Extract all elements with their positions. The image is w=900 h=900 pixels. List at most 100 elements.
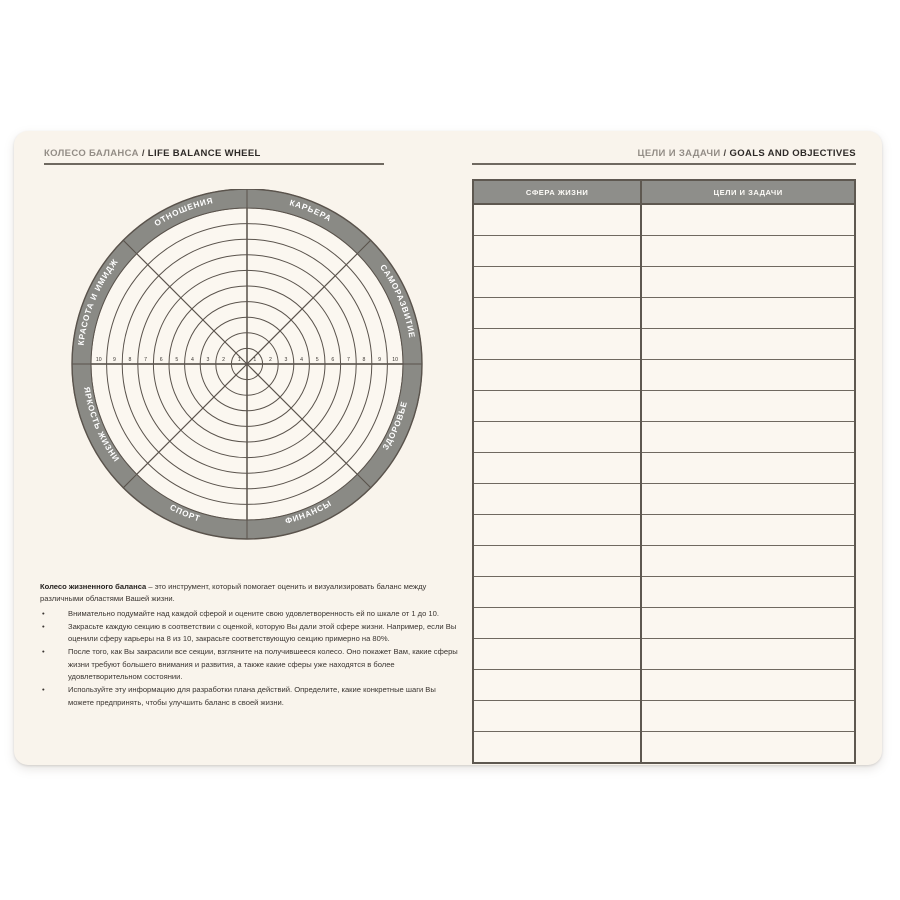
scale-label-left-8: 8 — [129, 357, 132, 363]
scale-label-right-5: 5 — [316, 357, 319, 363]
instruction-text: Внимательно подумайте над каждой сферой … — [68, 608, 439, 618]
table-row[interactable] — [473, 483, 855, 515]
instruction-text: Закрасьте каждую секцию в соответствии с… — [68, 621, 457, 644]
scale-label-right-1: 1 — [253, 357, 256, 363]
cell-life-area[interactable] — [473, 514, 643, 546]
cell-goals[interactable] — [641, 514, 855, 546]
cell-goals[interactable] — [641, 359, 855, 391]
cell-goals[interactable] — [641, 483, 855, 515]
cell-goals[interactable] — [641, 607, 855, 639]
table-row[interactable] — [473, 731, 855, 763]
right-header-ru: ЦЕЛИ И ЗАДАЧИ — [637, 148, 721, 159]
cell-goals[interactable] — [641, 421, 855, 453]
cell-life-area[interactable] — [473, 607, 643, 639]
cell-life-area[interactable] — [473, 669, 643, 701]
goals-table-body — [473, 204, 855, 763]
table-row[interactable] — [473, 328, 855, 360]
table-row[interactable] — [473, 514, 855, 546]
scale-label-left-5: 5 — [175, 357, 178, 363]
scale-label-right-7: 7 — [347, 357, 350, 363]
table-row[interactable] — [473, 390, 855, 422]
cell-goals[interactable] — [641, 669, 855, 701]
scale-label-right-3: 3 — [285, 357, 288, 363]
cell-life-area[interactable] — [473, 576, 643, 608]
table-row[interactable] — [473, 545, 855, 577]
instructions-intro-bold: Колесо жизненного баланса — [40, 582, 147, 591]
table-row[interactable] — [473, 359, 855, 391]
scale-label-left-3: 3 — [207, 357, 210, 363]
worksheet-page: КОЛЕСО БАЛАНСА / LIFE BALANCE WHEEL ЦЕЛИ… — [14, 131, 882, 765]
table-row[interactable] — [473, 607, 855, 639]
instruction-item: • Внимательно подумайте над каждой сферой… — [40, 608, 460, 620]
scale-label-right-2: 2 — [269, 357, 272, 363]
table-row[interactable] — [473, 235, 855, 267]
bullet-icon: • — [42, 621, 45, 631]
cell-goals[interactable] — [641, 204, 855, 236]
table-row[interactable] — [473, 452, 855, 484]
cell-life-area[interactable] — [473, 483, 643, 515]
cell-goals[interactable] — [641, 390, 855, 422]
scale-label-left-9: 9 — [113, 357, 116, 363]
cell-goals[interactable] — [641, 576, 855, 608]
instruction-text: Используйте эту информацию для разработк… — [68, 685, 436, 707]
cell-goals[interactable] — [641, 235, 855, 267]
cell-life-area[interactable] — [473, 235, 643, 267]
goals-table: СФЕРА ЖИЗНИ ЦЕЛИ И ЗАДАЧИ — [472, 179, 856, 764]
scale-label-left-2: 2 — [222, 357, 225, 363]
cell-goals[interactable] — [641, 452, 855, 484]
right-header-en: GOALS AND OBJECTIVES — [729, 148, 856, 159]
cell-goals[interactable] — [641, 545, 855, 577]
cell-life-area[interactable] — [473, 638, 643, 670]
column-header-goals: ЦЕЛИ И ЗАДАЧИ — [641, 180, 855, 205]
scale-label-right-8: 8 — [363, 357, 366, 363]
cell-life-area[interactable] — [473, 266, 643, 298]
cell-life-area[interactable] — [473, 204, 643, 236]
cell-life-area[interactable] — [473, 700, 643, 732]
wheel-svg[interactable]: КАРЬЕРАСАМОРАЗВИТИЕЗДОРОВЬЕФИНАНСЫСПОРТЯ… — [44, 189, 434, 549]
left-header-en: LIFE BALANCE WHEEL — [147, 148, 261, 159]
cell-goals[interactable] — [641, 638, 855, 670]
table-row[interactable] — [473, 638, 855, 670]
table-row[interactable] — [473, 669, 855, 701]
left-header-rule — [44, 163, 384, 165]
table-row[interactable] — [473, 576, 855, 608]
table-row[interactable] — [473, 700, 855, 732]
cell-life-area[interactable] — [473, 297, 643, 329]
table-row[interactable] — [473, 204, 855, 236]
table-row[interactable] — [473, 297, 855, 329]
goals-table-header-row: СФЕРА ЖИЗНИ ЦЕЛИ И ЗАДАЧИ — [473, 180, 855, 205]
scale-label-left-1: 1 — [238, 357, 241, 363]
table-row[interactable] — [473, 421, 855, 453]
left-header-ru: КОЛЕСО БАЛАНСА — [44, 148, 139, 159]
instruction-item: • Используйте эту информацию для разработ… — [40, 684, 460, 709]
cell-goals[interactable] — [641, 731, 855, 763]
cell-life-area[interactable] — [473, 390, 643, 422]
bullet-icon: • — [42, 608, 45, 618]
scale-label-right-4: 4 — [300, 357, 303, 363]
cell-life-area[interactable] — [473, 452, 643, 484]
instruction-item: • После того, как Вы закрасили все секции… — [40, 646, 460, 683]
cell-life-area[interactable] — [473, 731, 643, 763]
cell-life-area[interactable] — [473, 421, 643, 453]
goals-table-head: СФЕРА ЖИЗНИ ЦЕЛИ И ЗАДАЧИ — [473, 180, 855, 205]
right-header-rule — [472, 163, 856, 165]
life-balance-wheel[interactable]: КАРЬЕРА САМОРАЗВИТИЕ ЗДОРОВЬЕ ФИНАНСЫ СПОРТ Я… — [44, 189, 434, 549]
column-header-life-area: СФЕРА ЖИЗНИ — [473, 180, 643, 205]
instructions-block: Колесо жизненного баланса – это инструме… — [40, 581, 460, 710]
instruction-item: • Закрасьте каждую секцию в соответствии … — [40, 621, 460, 646]
right-header-separator: / — [720, 148, 730, 159]
cell-goals[interactable] — [641, 297, 855, 329]
cell-goals[interactable] — [641, 700, 855, 732]
cell-goals[interactable] — [641, 328, 855, 360]
table-row[interactable] — [473, 266, 855, 298]
cell-life-area[interactable] — [473, 328, 643, 360]
scale-label-right-9: 9 — [378, 357, 381, 363]
cell-life-area[interactable] — [473, 545, 643, 577]
cell-life-area[interactable] — [473, 359, 643, 391]
instruction-text: После того, как Вы закрасили все секции,… — [68, 647, 458, 682]
instructions-list: • Внимательно подумайте над каждой сферой… — [40, 608, 460, 709]
scale-label-right-6: 6 — [331, 357, 334, 363]
cell-goals[interactable] — [641, 266, 855, 298]
bullet-icon: • — [42, 647, 45, 657]
scale-label-left-4: 4 — [191, 357, 194, 363]
